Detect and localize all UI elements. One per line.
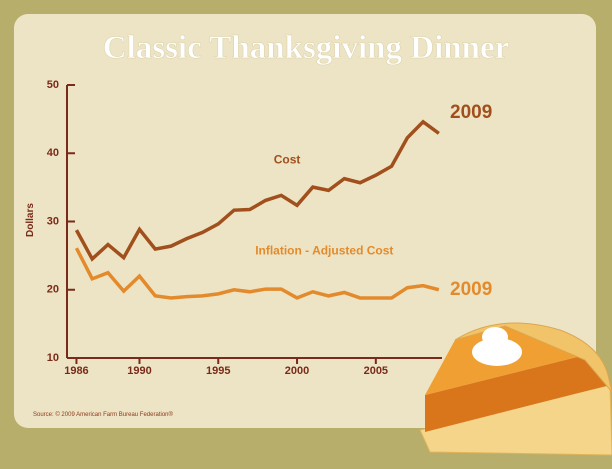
source: Source: © 2009 American Farm Bureau Fede… — [33, 411, 173, 418]
y-tick-label: 30 — [47, 215, 59, 227]
y-tick-label: 50 — [47, 79, 59, 91]
series-line — [74, 119, 440, 262]
x-tick-label: 1995 — [206, 365, 230, 377]
x-tick-label: 2000 — [285, 365, 309, 377]
y-tick-label: 20 — [47, 284, 59, 296]
y-tick-label: 10 — [47, 352, 59, 364]
chart-title: Classic Thanksgiving Dinner — [103, 30, 510, 66]
panel — [14, 14, 596, 428]
x-tick-label: 1990 — [127, 365, 151, 377]
end-label: 2009 — [450, 102, 492, 123]
y-axis-label: Dollars — [25, 203, 36, 237]
end-label: 2009 — [450, 279, 492, 300]
y-tick-label: 40 — [47, 147, 59, 159]
x-tick-label: 1986 — [64, 365, 88, 377]
series-label: Inflation - Adjusted Cost — [255, 243, 393, 257]
series-label: Cost — [274, 152, 301, 166]
pie-illustration — [419, 322, 612, 456]
series-line — [74, 247, 440, 300]
x-tick-label: 2005 — [364, 365, 388, 377]
